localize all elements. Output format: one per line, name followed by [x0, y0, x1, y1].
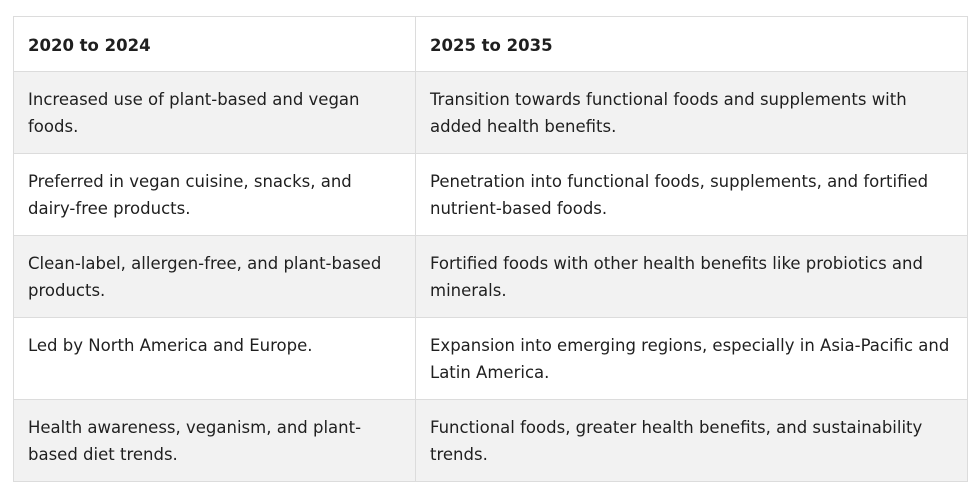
- column-header-2025-2035: 2025 to 2035: [415, 16, 968, 72]
- table-cell: Increased use of plant-based and vegan f…: [13, 71, 416, 154]
- table-row: Increased use of plant-based and vegan f…: [13, 71, 968, 154]
- table-row: Health awareness, veganism, and plant-ba…: [13, 399, 968, 482]
- comparison-table: 2020 to 2024 2025 to 2035 Increased use …: [13, 16, 968, 482]
- table-header-row: 2020 to 2024 2025 to 2035: [13, 16, 968, 72]
- table-row: Led by North America and Europe. Expansi…: [13, 317, 968, 400]
- table-cell: Preferred in vegan cuisine, snacks, and …: [13, 153, 416, 236]
- table-cell: Clean-label, allergen-free, and plant-ba…: [13, 235, 416, 318]
- table-cell: Fortified foods with other health benefi…: [415, 235, 968, 318]
- table-cell: Expansion into emerging regions, especia…: [415, 317, 968, 400]
- table-cell: Functional foods, greater health benefit…: [415, 399, 968, 482]
- column-header-2020-2024: 2020 to 2024: [13, 16, 416, 72]
- table-cell: Led by North America and Europe.: [13, 317, 416, 400]
- table-cell: Penetration into functional foods, suppl…: [415, 153, 968, 236]
- table-row: Clean-label, allergen-free, and plant-ba…: [13, 235, 968, 318]
- comparison-table-container: 2020 to 2024 2025 to 2035 Increased use …: [13, 16, 968, 482]
- table-row: Preferred in vegan cuisine, snacks, and …: [13, 153, 968, 236]
- table-cell: Health awareness, veganism, and plant-ba…: [13, 399, 416, 482]
- table-cell: Transition towards functional foods and …: [415, 71, 968, 154]
